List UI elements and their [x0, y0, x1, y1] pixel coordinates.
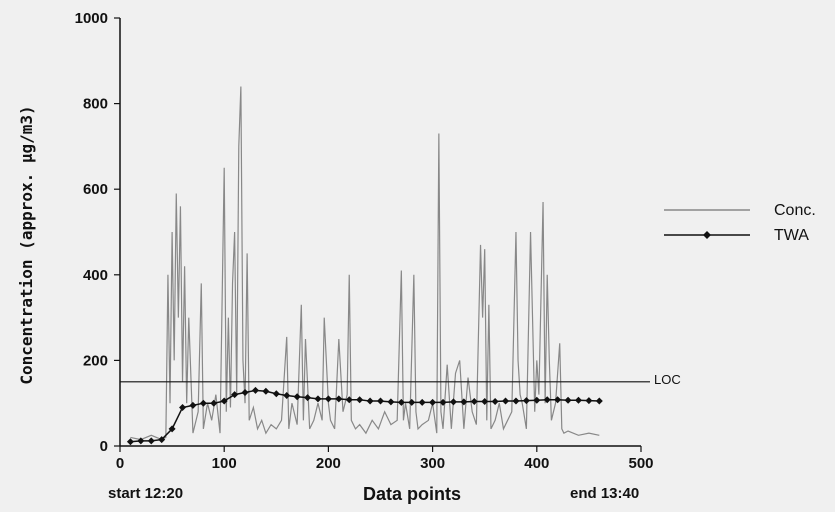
y-tick-label: 1000	[75, 10, 108, 27]
loc-label: LOC	[654, 372, 681, 387]
twa-point	[408, 398, 416, 406]
legend-conc-label: Conc.	[774, 202, 816, 219]
twa-point	[168, 425, 176, 433]
y-axis-title: Concentration (approx. µg/m3)	[17, 105, 36, 384]
x-tick-label: 400	[524, 455, 549, 472]
twa-point	[356, 396, 364, 404]
legend-twa-label: TWA	[774, 227, 809, 244]
legend: Conc. TWA	[664, 202, 816, 244]
twa-point	[481, 397, 489, 405]
twa-point	[241, 389, 249, 396]
twa-point	[147, 437, 155, 445]
axes	[119, 18, 641, 447]
y-tick-label: 200	[83, 352, 108, 369]
twa-point	[293, 393, 301, 401]
plot-lines	[120, 86, 650, 446]
twa-point	[335, 395, 343, 403]
twa-point	[470, 397, 478, 405]
twa-point	[314, 395, 322, 403]
start-label: start 12:20	[108, 485, 183, 502]
twa-point	[397, 398, 405, 406]
twa-point	[366, 397, 374, 405]
y-tick-label: 0	[100, 438, 108, 455]
twa-point	[554, 396, 562, 404]
x-axis-title: Data points	[363, 484, 461, 504]
conc-series-line	[130, 86, 600, 441]
twa-point	[189, 401, 197, 409]
twa-point	[512, 397, 520, 405]
twa-point	[377, 397, 384, 405]
x-tick-label: 200	[316, 455, 341, 472]
twa-point	[137, 437, 145, 445]
end-label: end 13:40	[570, 485, 639, 502]
twa-point	[418, 398, 426, 406]
x-tick-label: 0	[116, 455, 124, 472]
twa-point	[126, 438, 134, 446]
twa-point	[502, 397, 510, 405]
y-tick-label: 800	[83, 96, 108, 113]
twa-point	[491, 397, 499, 405]
twa-point	[533, 396, 541, 404]
twa-point	[251, 386, 259, 394]
twa-point	[179, 403, 187, 411]
twa-point	[585, 397, 593, 405]
twa-point	[272, 390, 280, 398]
twa-point	[199, 399, 207, 407]
twa-point	[304, 394, 312, 402]
ticks: 0 200 400 600 800 1000 0 100 200 300 400 500	[75, 10, 654, 472]
twa-point	[210, 399, 218, 407]
legend-twa-marker	[703, 231, 711, 239]
y-tick-label: 600	[83, 181, 108, 198]
twa-point	[449, 398, 457, 406]
twa-point	[220, 397, 228, 405]
twa-point	[262, 387, 270, 395]
twa-point	[429, 398, 437, 406]
twa-point	[595, 397, 603, 405]
x-tick-label: 500	[628, 455, 653, 472]
x-tick-label: 300	[420, 455, 445, 472]
twa-point	[543, 396, 551, 404]
x-tick-label: 100	[212, 455, 237, 472]
y-tick-label: 400	[83, 267, 108, 284]
twa-point	[522, 397, 530, 405]
twa-point	[564, 396, 572, 404]
twa-series-line	[130, 389, 600, 443]
twa-point	[345, 396, 353, 404]
twa-point	[439, 398, 447, 406]
twa-point	[574, 396, 582, 404]
twa-point	[324, 395, 332, 403]
twa-point	[387, 398, 395, 406]
twa-point	[283, 391, 291, 399]
twa-point	[231, 391, 239, 399]
twa-point	[158, 436, 166, 444]
twa-point	[460, 398, 468, 406]
